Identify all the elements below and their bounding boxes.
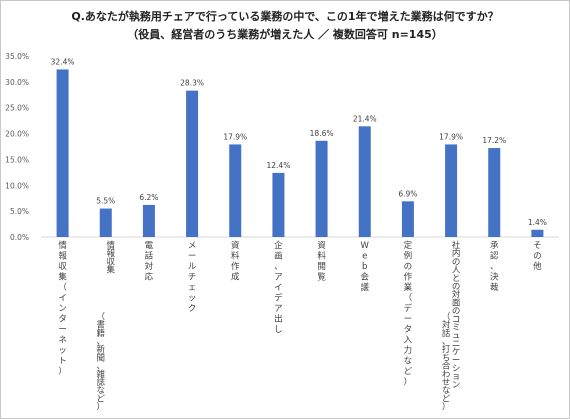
bar	[488, 148, 501, 237]
bar	[99, 208, 112, 237]
category-label: 情報収集（書籍、新聞、雑誌など）	[96, 240, 115, 413]
data-label: 12.4%	[267, 161, 291, 170]
data-label: 6.9%	[398, 189, 417, 198]
y-tick-label: 30.0%	[5, 78, 29, 87]
category-label: 企画、アイデア出し	[274, 240, 283, 335]
bar	[531, 229, 544, 237]
data-label: 21.4%	[353, 114, 377, 123]
category-label: 承認、決裁	[490, 241, 499, 293]
y-tick-label: 35.0%	[5, 52, 29, 61]
category-label: 資料閲覧	[317, 240, 326, 283]
data-label: 5.5%	[96, 197, 115, 206]
bar	[142, 204, 155, 237]
data-label: 17.2%	[482, 136, 506, 145]
bar	[445, 144, 458, 237]
category-label: メールチェック	[188, 241, 197, 314]
bar	[358, 126, 371, 237]
category-label: 資料作成	[231, 240, 240, 283]
category-label: 電話対応	[145, 241, 154, 283]
category-label: 情報収集（インターネット）	[58, 240, 67, 377]
bar	[186, 90, 199, 237]
data-label: 1.4%	[528, 218, 547, 227]
category-label: 定例の作業（データ入力など）	[404, 240, 413, 388]
bar	[315, 140, 328, 237]
bar	[229, 144, 242, 237]
chart-subtitle: （役員、経営者のうち業務が増えた人 ／ 複数回答可 n=145）	[127, 28, 443, 41]
y-tick-label: 0.0%	[10, 233, 29, 242]
bar	[56, 69, 69, 238]
data-label: 18.6%	[310, 129, 334, 138]
y-tick-label: 5.0%	[10, 207, 29, 216]
category-label: 社内の人との対面のコミュニケーション（対話、打ち合わせなど）	[442, 240, 461, 413]
data-label: 6.2%	[139, 193, 158, 202]
bar	[272, 172, 285, 237]
category-label: その他	[533, 241, 542, 272]
chart-title: Q.あなたが執務用チェアで行っている業務の中で、この1年で増えた業務は何ですか？	[71, 10, 499, 23]
data-label: 17.9%	[223, 132, 247, 141]
y-tick-label: 25.0%	[5, 104, 29, 113]
y-tick-label: 20.0%	[5, 130, 29, 139]
data-label: 32.4%	[51, 57, 75, 66]
data-label: 17.9%	[439, 132, 463, 141]
bar	[401, 201, 414, 237]
y-tick-label: 10.0%	[5, 181, 29, 190]
y-tick-label: 15.0%	[5, 155, 29, 164]
data-label: 28.3%	[180, 79, 204, 88]
